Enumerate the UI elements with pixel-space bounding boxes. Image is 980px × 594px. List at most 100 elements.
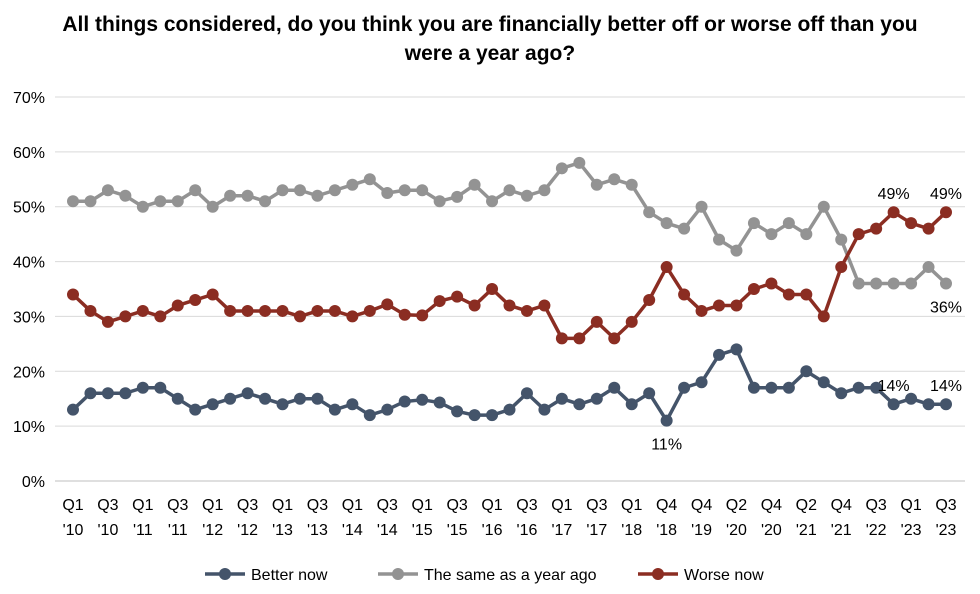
data-point bbox=[346, 178, 359, 191]
data-point bbox=[852, 228, 865, 241]
data-point bbox=[346, 310, 359, 323]
y-tick-label: 0% bbox=[22, 474, 45, 491]
data-point bbox=[765, 381, 778, 394]
data-point bbox=[276, 184, 289, 197]
x-tick-label: Q3 bbox=[97, 497, 118, 514]
x-tick-label: Q4 bbox=[831, 497, 852, 514]
x-tick-label: Q3 bbox=[586, 497, 607, 514]
data-point bbox=[922, 222, 935, 235]
y-tick-label: 10% bbox=[13, 419, 45, 436]
data-point bbox=[520, 304, 533, 317]
x-tick-label: '20 bbox=[761, 522, 782, 539]
data-point bbox=[328, 304, 341, 317]
data-point bbox=[293, 310, 306, 323]
series-layer bbox=[67, 156, 952, 427]
y-tick-label: 70% bbox=[13, 90, 45, 107]
x-tick-label: Q1 bbox=[132, 497, 153, 514]
data-point bbox=[695, 376, 708, 389]
data-point bbox=[363, 409, 376, 422]
data-point bbox=[800, 288, 813, 301]
x-tick-label: Q3 bbox=[446, 497, 467, 514]
data-point bbox=[259, 195, 272, 208]
data-point bbox=[346, 398, 359, 411]
data-point bbox=[119, 310, 132, 323]
series-line bbox=[71, 210, 948, 341]
x-axis-ticks: Q1 '10 Q3 '10 Q1 '11 Q3 '11 Q1 '12 Q3 '12 Q1 '13 Q3 '13… bbox=[62, 497, 956, 539]
data-point bbox=[905, 217, 918, 230]
data-point bbox=[573, 332, 586, 345]
data-point bbox=[259, 304, 272, 317]
data-point bbox=[433, 195, 446, 208]
data-point bbox=[241, 304, 254, 317]
data-point bbox=[782, 288, 795, 301]
data-point bbox=[573, 156, 586, 169]
x-tick-label: Q3 bbox=[865, 497, 886, 514]
data-point bbox=[154, 381, 167, 394]
data-point bbox=[381, 298, 394, 311]
x-tick-label: '22 bbox=[866, 522, 887, 539]
data-point bbox=[887, 277, 900, 290]
data-label: 14% bbox=[930, 378, 962, 395]
data-point bbox=[800, 365, 813, 378]
x-tick-label: Q1 bbox=[342, 497, 363, 514]
x-tick-label: Q1 bbox=[900, 497, 921, 514]
data-point bbox=[468, 299, 481, 312]
data-point bbox=[555, 332, 568, 345]
x-tick-label: '23 bbox=[936, 522, 957, 539]
data-point bbox=[800, 228, 813, 241]
data-point bbox=[730, 244, 743, 257]
data-point bbox=[520, 387, 533, 400]
x-tick-label: '18 bbox=[656, 522, 677, 539]
data-point bbox=[520, 189, 533, 202]
chart-title: All things considered, do you think you … bbox=[62, 13, 918, 65]
data-point bbox=[67, 403, 79, 416]
data-point bbox=[171, 195, 184, 208]
data-point bbox=[713, 348, 726, 361]
x-tick-label: Q3 bbox=[237, 497, 258, 514]
x-tick-label: Q3 bbox=[167, 497, 188, 514]
data-point bbox=[468, 178, 481, 191]
data-point bbox=[555, 162, 568, 175]
data-point bbox=[486, 195, 499, 208]
data-point bbox=[67, 288, 79, 301]
data-point bbox=[625, 315, 638, 328]
data-point bbox=[67, 195, 79, 208]
data-point bbox=[503, 403, 516, 416]
data-label: 49% bbox=[930, 186, 962, 203]
data-labels: 11% 14% 14% 36% 49% 49% bbox=[651, 186, 962, 453]
data-point bbox=[660, 217, 673, 230]
x-tick-label: '16 bbox=[482, 522, 503, 539]
data-point bbox=[381, 403, 394, 416]
series-better-now bbox=[67, 343, 952, 427]
data-point bbox=[154, 310, 167, 323]
data-point bbox=[765, 277, 778, 290]
data-point bbox=[84, 387, 97, 400]
data-point bbox=[416, 184, 429, 197]
data-point bbox=[433, 396, 446, 409]
data-point bbox=[870, 277, 883, 290]
legend-item: The same as a year ago bbox=[378, 567, 597, 584]
data-point bbox=[905, 392, 918, 405]
data-point bbox=[101, 184, 114, 197]
data-point bbox=[765, 228, 778, 241]
data-point bbox=[608, 381, 621, 394]
data-point bbox=[171, 392, 184, 405]
series-the-same-as-a-year-ago bbox=[67, 156, 952, 290]
data-point bbox=[398, 184, 411, 197]
data-label: 14% bbox=[878, 378, 910, 395]
data-point bbox=[416, 393, 429, 406]
x-tick-label: Q3 bbox=[935, 497, 956, 514]
x-tick-label: '12 bbox=[202, 522, 223, 539]
data-point bbox=[451, 190, 464, 203]
legend-marker bbox=[392, 568, 404, 580]
data-point bbox=[486, 409, 499, 422]
x-tick-label: '10 bbox=[97, 522, 118, 539]
x-tick-label: Q3 bbox=[307, 497, 328, 514]
x-tick-label: '20 bbox=[726, 522, 747, 539]
x-tick-label: Q3 bbox=[516, 497, 537, 514]
x-tick-label: Q1 bbox=[481, 497, 502, 514]
data-point bbox=[887, 206, 900, 219]
data-point bbox=[293, 392, 306, 405]
legend-marker bbox=[652, 568, 664, 580]
